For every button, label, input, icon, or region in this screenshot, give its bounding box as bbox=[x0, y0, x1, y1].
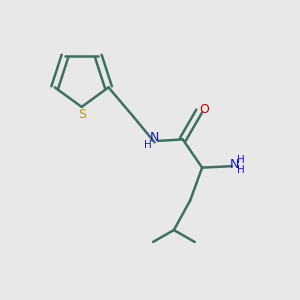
Text: H: H bbox=[237, 165, 244, 175]
Text: N: N bbox=[230, 158, 239, 171]
Text: O: O bbox=[200, 103, 209, 116]
Text: H: H bbox=[144, 140, 152, 150]
Text: S: S bbox=[78, 108, 86, 121]
Text: H: H bbox=[237, 155, 244, 165]
Text: N: N bbox=[150, 130, 159, 143]
